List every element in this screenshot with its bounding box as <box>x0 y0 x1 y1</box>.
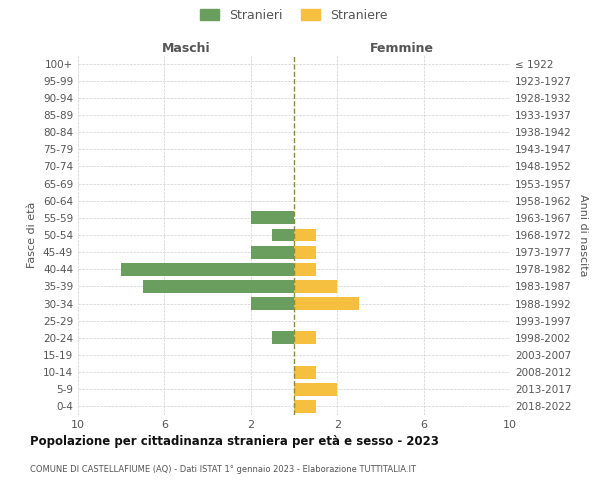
Bar <box>272 332 294 344</box>
Text: Popolazione per cittadinanza straniera per età e sesso - 2023: Popolazione per cittadinanza straniera p… <box>30 435 439 448</box>
Bar <box>121 263 294 276</box>
Bar <box>294 228 316 241</box>
Bar <box>294 366 316 378</box>
Bar <box>294 246 316 258</box>
Text: COMUNE DI CASTELLAFIUME (AQ) - Dati ISTAT 1° gennaio 2023 - Elaborazione TUTTITA: COMUNE DI CASTELLAFIUME (AQ) - Dati ISTA… <box>30 465 416 474</box>
Legend: Stranieri, Straniere: Stranieri, Straniere <box>196 4 392 27</box>
Bar <box>272 228 294 241</box>
Bar <box>294 280 337 293</box>
Text: Maschi: Maschi <box>161 42 211 55</box>
Bar <box>294 263 316 276</box>
Y-axis label: Anni di nascita: Anni di nascita <box>578 194 588 276</box>
Bar <box>251 246 294 258</box>
Bar <box>294 297 359 310</box>
Bar <box>294 400 316 413</box>
Bar <box>251 212 294 224</box>
Y-axis label: Fasce di età: Fasce di età <box>28 202 37 268</box>
Text: Femmine: Femmine <box>370 42 434 55</box>
Bar <box>143 280 294 293</box>
Bar <box>294 383 337 396</box>
Bar <box>251 297 294 310</box>
Bar <box>294 332 316 344</box>
